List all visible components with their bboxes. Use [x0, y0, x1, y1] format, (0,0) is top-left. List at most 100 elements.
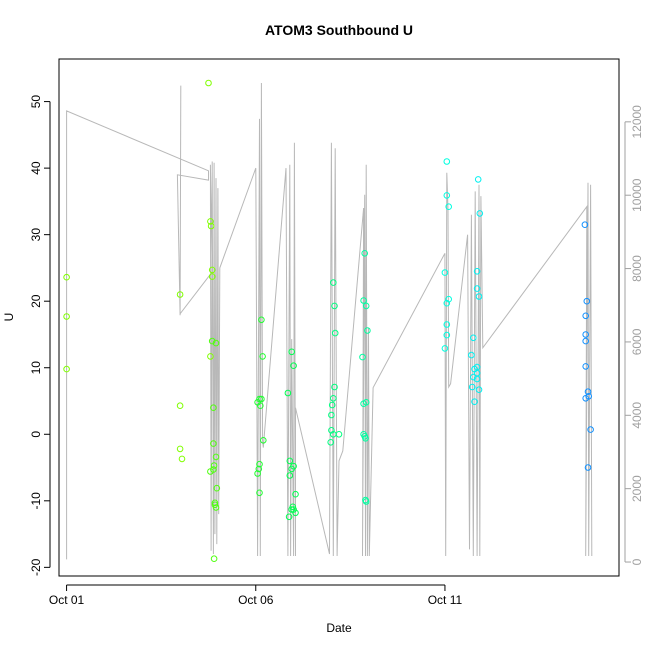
data-point — [212, 339, 220, 347]
data-point — [331, 302, 338, 310]
data-point — [210, 440, 217, 447]
data-point — [582, 337, 590, 345]
data-point — [258, 316, 265, 324]
y2-tick-label: 4000 — [630, 402, 644, 429]
data-point — [362, 435, 369, 442]
data-point — [210, 555, 218, 563]
data-point — [587, 426, 594, 433]
data-point — [286, 457, 294, 465]
data-point — [582, 395, 590, 402]
series-group — [327, 279, 343, 446]
x-tick-label: Oct 06 — [238, 593, 274, 607]
data-point — [254, 470, 261, 477]
data-point — [290, 506, 297, 513]
y-tick-label: 10 — [29, 361, 43, 375]
data-point — [213, 484, 221, 492]
data-point — [176, 445, 184, 453]
y-axis-label: U — [2, 313, 16, 322]
data-point — [208, 273, 216, 280]
data-point — [331, 329, 339, 337]
data-point — [210, 462, 218, 469]
y-tick-label: 0 — [29, 431, 43, 438]
plot-frame — [58, 58, 620, 577]
series-group — [468, 176, 484, 406]
data-point — [583, 297, 591, 305]
data-point — [443, 321, 451, 328]
data-point — [176, 291, 184, 298]
data-point — [476, 210, 484, 217]
data-point — [584, 464, 592, 471]
y-tick-label: -10 — [29, 492, 43, 510]
data-point — [362, 399, 370, 406]
data-point — [330, 395, 337, 402]
y2-tick-label: 10000 — [630, 178, 644, 212]
data-point — [328, 411, 335, 419]
data-point — [475, 386, 483, 394]
data-point — [328, 427, 335, 434]
data-point — [285, 513, 293, 521]
y-tick-label: 50 — [29, 95, 43, 109]
x-tick-label: Oct 11 — [428, 593, 463, 607]
data-point — [208, 266, 216, 274]
data-point — [292, 490, 299, 498]
data-point — [258, 395, 265, 403]
series-group — [359, 250, 371, 505]
data-point — [205, 79, 212, 87]
data-point — [260, 437, 267, 444]
series-group — [284, 348, 299, 521]
data-point — [335, 431, 343, 438]
chart-title: ATOM3 Southbound U — [265, 22, 413, 38]
data-point — [327, 439, 335, 446]
data-point — [212, 504, 220, 511]
data-point — [178, 455, 186, 463]
data-point — [359, 353, 366, 361]
data-point — [208, 337, 216, 345]
data-point — [286, 472, 294, 479]
y-tick-label: -20 — [29, 558, 43, 576]
y2-tick-label: 0 — [630, 558, 644, 565]
data-point — [443, 158, 451, 165]
x-axis-label: Date — [326, 621, 352, 635]
series-group — [441, 158, 453, 352]
data-point — [207, 222, 215, 230]
data-point — [256, 460, 263, 468]
data-point — [290, 362, 297, 370]
x-tick-label: Oct 01 — [49, 593, 85, 607]
data-point — [473, 285, 481, 292]
data-point — [292, 509, 299, 517]
data-point — [360, 297, 367, 304]
data-point — [288, 348, 296, 356]
data-point — [582, 331, 590, 338]
data-point — [471, 398, 478, 406]
data-point — [362, 302, 370, 310]
data-point — [362, 498, 370, 505]
data-point — [468, 383, 476, 391]
secondary-series-line — [66, 82, 593, 560]
data-point — [330, 279, 337, 286]
data-point — [468, 351, 475, 359]
data-point — [176, 402, 184, 410]
data-point — [207, 353, 214, 360]
y-tick-label: 30 — [29, 228, 43, 242]
data-point — [63, 273, 70, 281]
y-tick-label: 20 — [29, 294, 43, 308]
data-point — [259, 353, 266, 360]
y2-tick-label: 8000 — [630, 255, 644, 282]
data-point — [288, 506, 296, 513]
data-point — [256, 395, 263, 403]
data-point — [211, 499, 219, 507]
data-point — [473, 375, 481, 383]
series-group — [63, 79, 216, 463]
data-point — [441, 345, 449, 352]
y2-tick-label: 6000 — [630, 328, 644, 355]
data-point — [443, 299, 451, 307]
data-point — [473, 268, 481, 275]
secondary-series-layer — [66, 82, 593, 560]
data-point — [441, 269, 449, 276]
data-point — [212, 453, 220, 461]
scatter-points-layer — [63, 79, 594, 563]
data-point — [364, 327, 371, 334]
y2-tick-label: 2000 — [630, 475, 644, 502]
